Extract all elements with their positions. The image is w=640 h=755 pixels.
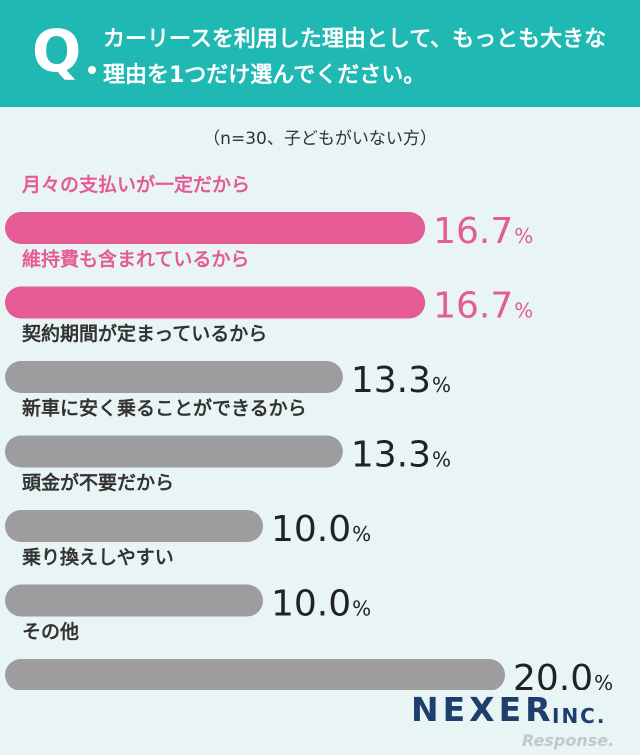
bar	[5, 212, 426, 244]
question-text: カーリースを利用した理由として、もっとも大きな理由を1つだけ選んでください。	[103, 27, 607, 88]
value-label: 13.3%	[351, 360, 451, 401]
bar	[5, 659, 505, 690]
sample-note: （n=30、子どもがいない方）	[203, 129, 437, 149]
value-label: 20.0%	[513, 658, 613, 690]
category-label: 頭金が不要だから	[22, 471, 174, 494]
value-label: 10.0%	[271, 584, 371, 625]
nexer-logo: NEXER	[411, 690, 555, 729]
category-label: その他	[22, 620, 79, 643]
bar	[5, 361, 343, 393]
bar	[5, 584, 263, 617]
nexer-logo-suffix: INC.	[552, 704, 607, 728]
bar	[5, 510, 263, 542]
category-label: 乗り換えしやすい	[22, 546, 174, 569]
question-header: Q カーリースを利用した理由として、もっとも大きな理由を1つだけ選んでください。	[0, 0, 640, 107]
value-label: 16.7%	[433, 286, 533, 327]
question-mark: Q	[32, 17, 82, 85]
value-label: 16.7%	[433, 211, 533, 252]
category-label: 契約期間が定まっているから	[21, 322, 267, 345]
value-label: 10.0%	[271, 509, 371, 550]
category-label: 月々の支払いが一定だから	[21, 173, 250, 196]
question-mark-dot	[88, 66, 96, 74]
bar-chart: 月々の支払いが一定だから 16.7% 維持費も含まれているから 16.7% 契約期間が定…	[5, 173, 613, 690]
category-label: 新車に安く乗ることができるから	[22, 397, 307, 420]
response-watermark: Response.	[522, 731, 615, 750]
bar	[5, 435, 343, 468]
bar	[5, 286, 426, 319]
category-label: 維持費も含まれているから	[22, 248, 249, 271]
value-label: 13.3%	[351, 435, 451, 476]
